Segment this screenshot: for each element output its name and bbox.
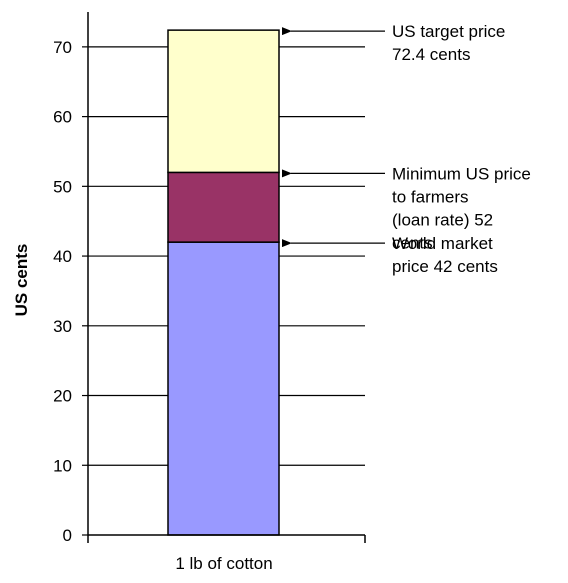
annotation-2: Minimum US price to farmers (loan rate) 52… — [392, 164, 531, 252]
annotation-1-line-2: 72.4 cents — [392, 45, 470, 64]
bar-segments — [167, 29, 280, 536]
annotation-2-line-2: to farmers — [392, 187, 469, 206]
annotation-2-line-1: Minimum US price — [392, 164, 531, 183]
bar-segment-3 — [167, 29, 280, 174]
annotations: US target price 72.4 cents Minimum US pric… — [282, 22, 531, 276]
y-tick-label-40: 40 — [53, 247, 72, 266]
x-category-label: 1 lb of cotton — [175, 554, 272, 573]
y-axis-title: US cents — [12, 244, 31, 317]
annotation-2-line-4: cents — [392, 233, 433, 252]
y-tick-label-60: 60 — [53, 108, 72, 127]
annotation-1: US target price 72.4 cents — [392, 22, 505, 64]
y-tick-label-20: 20 — [53, 387, 72, 406]
y-tick-label-0: 0 — [63, 526, 72, 545]
bar-segment-1 — [167, 241, 280, 536]
y-tick-label-70: 70 — [53, 38, 72, 57]
y-tick-label-10: 10 — [53, 456, 72, 475]
y-tick-labels: 0 10 20 30 40 50 60 70 — [53, 38, 72, 545]
bar-segment-2 — [167, 171, 280, 243]
annotation-2-line-3: (loan rate) 52 — [392, 210, 493, 229]
y-tick-label-50: 50 — [53, 177, 72, 196]
annotation-1-line-1: US target price — [392, 22, 505, 41]
axes — [82, 12, 366, 543]
annotation-3-line-2: price 42 cents — [392, 257, 498, 276]
annotation-3-line-1: World market — [392, 234, 493, 253]
annotation-3: World market price 42 cents — [392, 234, 498, 276]
y-tick-label-30: 30 — [53, 317, 72, 336]
